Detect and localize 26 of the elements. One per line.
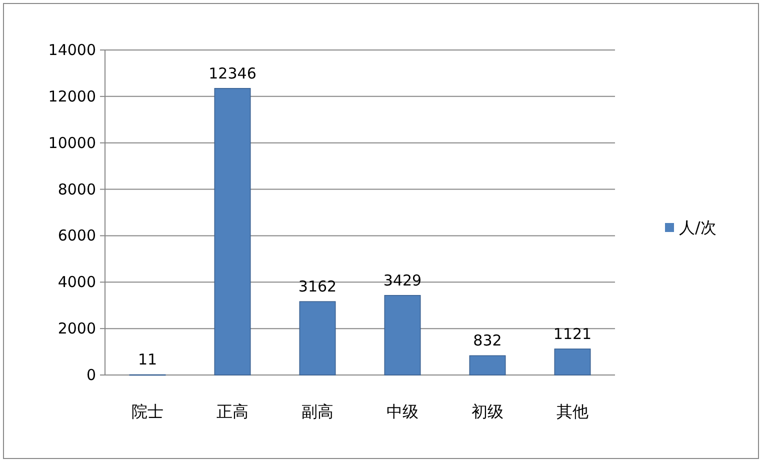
data-label: 3429 xyxy=(383,271,422,290)
x-tick-label: 正高 xyxy=(216,402,248,421)
data-label: 1121 xyxy=(553,324,592,343)
y-tick-label: 4000 xyxy=(58,273,96,292)
y-tick-label: 0 xyxy=(86,366,96,384)
data-label: 832 xyxy=(473,332,502,350)
x-tick-label: 副高 xyxy=(302,402,334,421)
data-label: 11 xyxy=(138,350,158,369)
bar xyxy=(384,295,421,376)
y-tick-label: 6000 xyxy=(58,226,96,245)
y-tick-label: 8000 xyxy=(58,180,96,198)
bar xyxy=(554,348,591,376)
data-label: 12346 xyxy=(208,64,256,82)
y-tick-label: 14000 xyxy=(48,41,96,59)
bar xyxy=(469,355,506,376)
legend-label: 人/次 xyxy=(679,218,716,237)
x-tick-label: 其他 xyxy=(556,402,588,421)
x-tick-label: 中级 xyxy=(386,402,418,421)
bar xyxy=(214,88,251,376)
y-tick-label: 10000 xyxy=(48,134,96,152)
data-label: 3162 xyxy=(298,278,337,296)
y-tick-label: 12000 xyxy=(48,87,96,106)
x-tick-label: 初级 xyxy=(472,402,504,421)
y-tick-label: 2000 xyxy=(58,320,96,338)
x-tick-label: 院士 xyxy=(132,402,164,421)
bar xyxy=(299,301,336,376)
